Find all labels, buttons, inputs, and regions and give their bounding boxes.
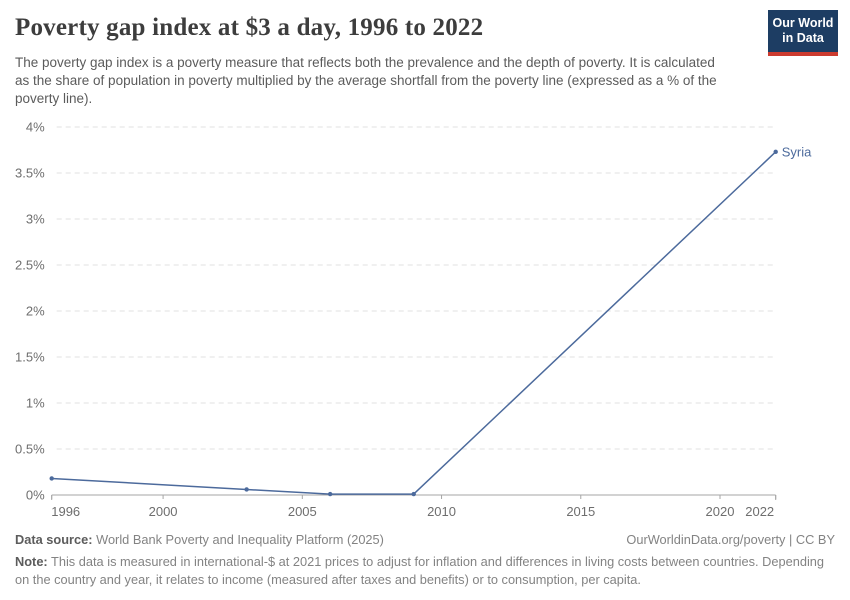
x-axis-tick-label: 1996 bbox=[51, 504, 80, 519]
data-point bbox=[411, 491, 416, 497]
data-point bbox=[327, 491, 333, 497]
y-axis-tick-label: 1% bbox=[26, 396, 45, 411]
y-axis-tick-label: 4% bbox=[26, 120, 45, 135]
data-point bbox=[773, 149, 778, 155]
data-line bbox=[50, 151, 777, 495]
data-point bbox=[244, 487, 249, 492]
y-axis-tick-label: 0% bbox=[26, 488, 45, 503]
x-axis-tick-label: 2000 bbox=[149, 504, 178, 519]
series-label: Syria bbox=[782, 144, 812, 159]
y-axis-tick-label: 3.5% bbox=[15, 166, 45, 181]
owid-logo-line1: Our World bbox=[772, 16, 834, 30]
footnote-text: This data is measured in international-$… bbox=[15, 554, 825, 587]
footnote-label: Note: bbox=[15, 554, 48, 569]
owid-logo: Our World in Data bbox=[768, 10, 838, 56]
datasource-row: Data source: World Bank Poverty and Ineq… bbox=[15, 532, 835, 547]
owid-logo-line2: in Data bbox=[782, 31, 824, 46]
chart-subtitle: The poverty gap index is a poverty measu… bbox=[15, 55, 717, 107]
y-axis-tick-label: 2% bbox=[26, 304, 45, 319]
x-axis-tick-label: 2015 bbox=[566, 504, 595, 519]
y-axis-tick-label: 0.5% bbox=[15, 442, 45, 457]
y-axis-tick-label: 3% bbox=[26, 212, 45, 227]
x-axis-tick-label: 2022 bbox=[745, 504, 774, 519]
data-point bbox=[49, 476, 54, 481]
x-axis-tick-label: 2005 bbox=[288, 504, 317, 519]
page-title: Poverty gap index at $3 a day, 1996 to 2… bbox=[15, 14, 484, 41]
datasource-text: World Bank Poverty and Inequality Platfo… bbox=[96, 532, 384, 547]
owid-citation-link[interactable]: OurWorldinData.org/poverty | CC BY bbox=[626, 532, 835, 547]
chart-footer: Data source: World Bank Poverty and Ineq… bbox=[15, 532, 835, 589]
x-axis-tick-label: 2020 bbox=[706, 504, 735, 519]
datasource: Data source: World Bank Poverty and Ineq… bbox=[15, 532, 384, 547]
x-axis-tick-label: 2010 bbox=[427, 504, 456, 519]
chart-svg: 0% 0.5% 1% 1.5% 2% 2.5% 3% 3.5% 4% 1996 2000 2005 20… bbox=[15, 120, 812, 520]
y-axis-tick-label: 1.5% bbox=[15, 350, 45, 365]
y-axis-tick-label: 2.5% bbox=[15, 258, 45, 273]
footnote: Note: This data is measured in internati… bbox=[15, 553, 835, 589]
datasource-label: Data source: bbox=[15, 532, 93, 547]
